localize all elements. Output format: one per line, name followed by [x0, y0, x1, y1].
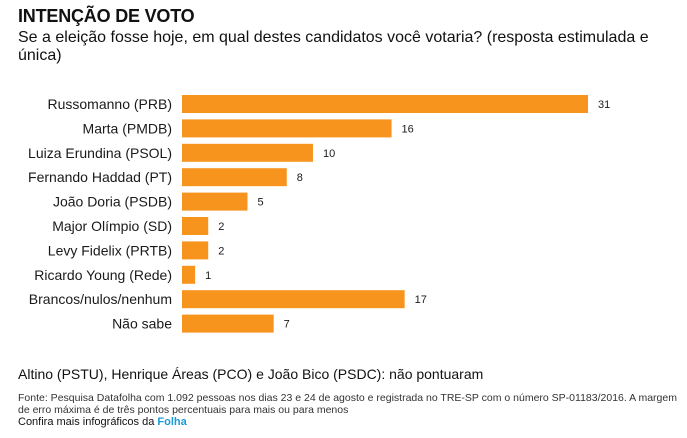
category-label: Russomanno (PRB): [48, 96, 173, 112]
bar: [182, 119, 392, 138]
bar: [182, 192, 248, 211]
footnote: Altino (PSTU), Henrique Áreas (PCO) e Jo…: [18, 366, 484, 382]
value-label: 8: [297, 172, 303, 184]
value-label: 1: [205, 270, 211, 282]
value-label: 17: [415, 294, 427, 306]
category-label: Ricardo Young (Rede): [34, 267, 172, 283]
source-text: Fonte: Pesquisa Datafolha com 1.092 pess…: [18, 392, 677, 416]
bar: [182, 143, 313, 162]
value-label: 10: [323, 148, 335, 160]
bar: [182, 241, 209, 260]
category-label: Fernando Haddad (PT): [28, 169, 172, 185]
bar: [182, 217, 209, 235]
value-label: 31: [598, 99, 610, 111]
bar: [182, 314, 274, 333]
category-label: João Doria (PSDB): [53, 194, 172, 210]
more-infographics: Confira mais infográficos da Folha: [18, 416, 187, 428]
bar-chart: Russomanno (PRB) 31 Marta (PMDB) 16 Luiza Er…: [28, 95, 610, 333]
category-label: Brancos/nulos/nenhum: [29, 291, 172, 307]
bar: [182, 290, 405, 309]
value-label: 2: [218, 245, 224, 257]
value-label: 16: [402, 123, 414, 135]
value-label: 2: [218, 221, 224, 233]
value-label: 5: [257, 197, 263, 209]
category-label: Levy Fidelix (PRTB): [48, 242, 172, 258]
folha-link[interactable]: Folha: [157, 416, 187, 428]
category-label: Major Olímpio (SD): [52, 218, 172, 234]
more-text: Confira mais infográficos da: [18, 416, 155, 428]
category-label: Marta (PMDB): [83, 120, 172, 136]
bar: [182, 265, 196, 284]
bar: [182, 168, 287, 187]
category-label: Luiza Erundina (PSOL): [28, 145, 172, 161]
bar: [182, 95, 588, 113]
value-label: 7: [284, 319, 290, 331]
category-label: Não sabe: [112, 316, 172, 332]
chart-title: INTENÇÃO DE VOTO: [18, 6, 195, 26]
chart-subtitle: Se a eleição fosse hoje, em qual destes …: [18, 29, 649, 64]
